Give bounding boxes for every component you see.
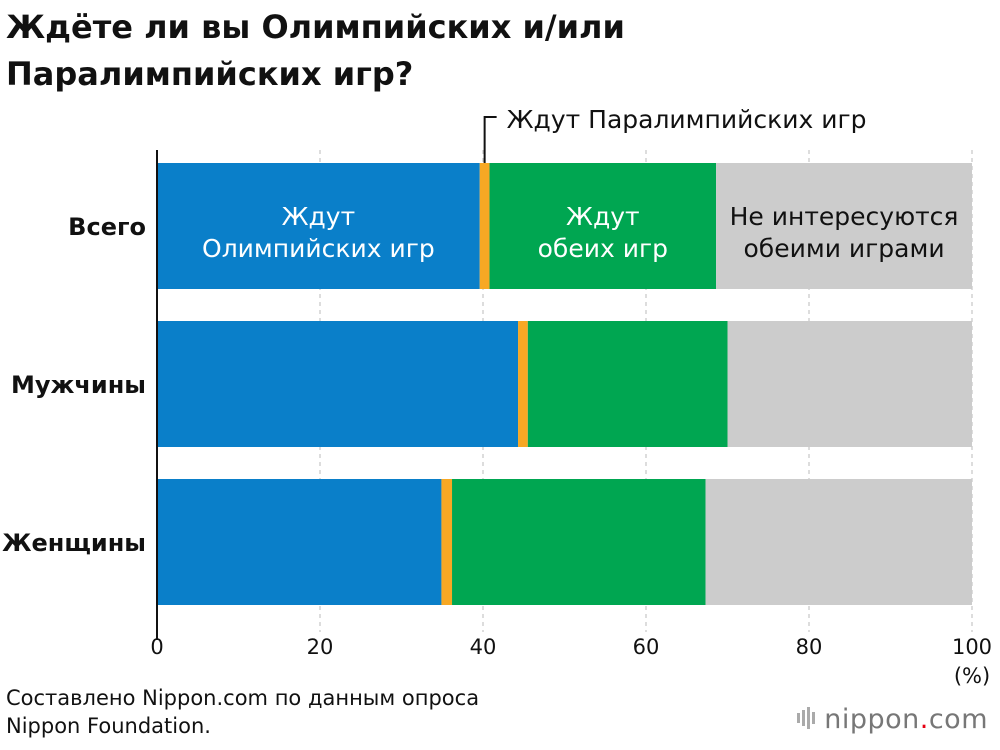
bar-segment-paralympic [441,479,453,605]
bar-segment-paralympic [479,163,490,289]
bar-segment-neither [727,321,972,447]
segment-label: Не интересуются [730,202,959,231]
source-note: Составлено Nippon.com по данным опроса N… [6,684,479,740]
bar-segment-both [527,321,728,447]
logo-mark-icon [796,705,818,736]
x-unit-label: (%) [954,664,990,688]
x-tick-label: 20 [307,635,334,659]
nippon-logo: nippon.com [796,704,988,736]
callout-leader [483,116,497,163]
logo-suffix: com [928,704,988,735]
category-label: Мужчины [11,371,146,399]
bar-segment-olympic [157,321,519,447]
x-tick-label: 80 [796,635,823,659]
x-tick-label: 0 [150,635,163,659]
callout-label: Ждут Паралимпийских игр [507,105,867,134]
category-label: Женщины [2,529,146,557]
segment-label: Ждут [282,202,356,231]
segment-label: Ждут [566,202,640,231]
bar-segment-olympic [157,163,480,289]
x-tick-label: 40 [470,635,497,659]
segment-label: Олимпийских игр [202,234,435,263]
chart-title: Ждёте ли вы Олимпийских и/или Паралимпий… [6,4,986,98]
title-line-2: Паралимпийских игр? [6,55,414,93]
title-line-1: Ждёте ли вы Олимпийских и/или [6,8,625,46]
source-line-1: Составлено Nippon.com по данным опроса [6,686,480,710]
stacked-bar-chart: Всего Мужчины Женщины Ждут Олимпийских игр Жд… [2,105,992,688]
bar-segment-neither [716,163,972,289]
segment-label: обеих игр [538,234,668,263]
bar-segment-paralympic [518,321,528,447]
bar-segment-both [452,479,706,605]
bar-segment-olympic [157,479,442,605]
bar-segment-neither [705,479,972,605]
logo-dot: . [919,704,929,735]
x-tick-label: 100 [952,635,992,659]
category-label: Всего [68,213,146,241]
bar-segment-both [489,163,717,289]
source-line-2: Nippon Foundation. [6,714,211,738]
logo-name: nippon [824,704,920,735]
x-tick-label: 60 [633,635,660,659]
segment-label: обеими играми [744,234,945,263]
